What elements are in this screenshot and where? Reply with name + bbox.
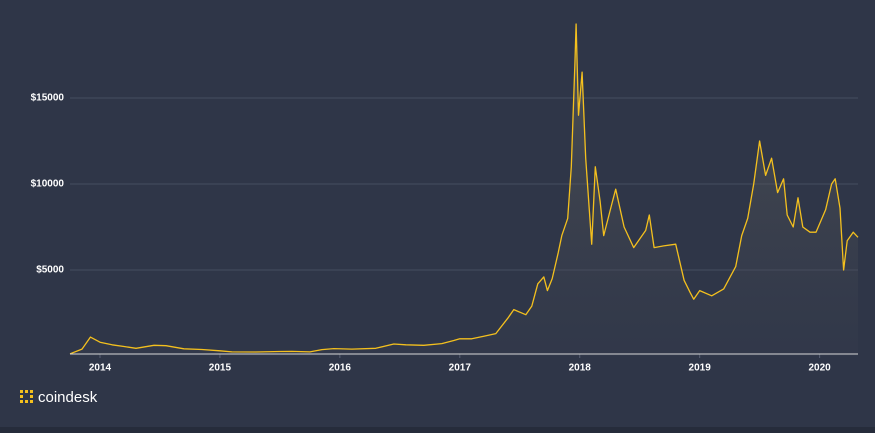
footer-strip (0, 427, 875, 433)
x-tick-label: 2018 (569, 363, 592, 374)
x-tick-label: 2016 (329, 363, 352, 374)
area (70, 24, 858, 356)
y-tick-label: $15000 (31, 93, 65, 104)
x-tick-label: 2019 (689, 363, 712, 374)
x-tick-label: 2017 (449, 363, 472, 374)
x-tick-label: 2014 (89, 363, 112, 374)
brand: coindesk (38, 389, 98, 406)
y-tick-label: $5000 (36, 265, 64, 276)
price-line (69, 23, 859, 355)
logo-icon (20, 390, 33, 403)
x-tick-label: 2015 (209, 363, 232, 374)
y-tick-label: $10000 (31, 179, 65, 190)
x-tick-label: 2020 (808, 363, 831, 374)
